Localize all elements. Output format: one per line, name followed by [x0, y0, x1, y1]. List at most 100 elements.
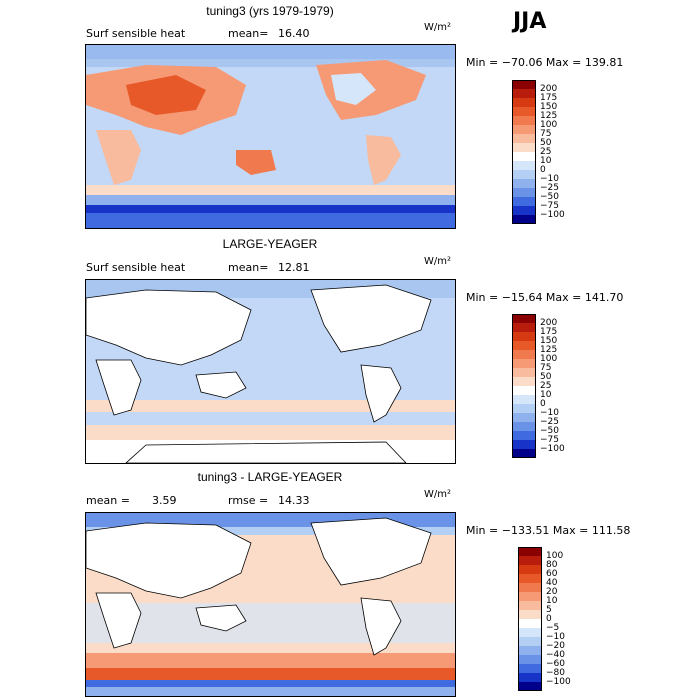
colorbar-swatch: [512, 134, 536, 143]
colorbar-swatch: [518, 637, 542, 646]
colorbar-tick-label: 100: [540, 354, 558, 364]
panel1-title: tuning3 (yrs 1979-1979): [206, 4, 334, 18]
colorbar-tick-label: −25: [540, 183, 559, 193]
colorbar-swatch: [518, 574, 542, 583]
colorbar-tick-label: 175: [540, 327, 558, 337]
panel3-minmax: Min = −133.51 Max = 111.58: [466, 524, 631, 537]
colorbar-swatch: [518, 628, 542, 637]
colorbar-swatch: [518, 610, 542, 619]
colorbar-swatch: [512, 89, 536, 98]
panel3-mean-value: 3.59: [152, 494, 177, 507]
colorbar-tick-label: 10: [540, 156, 552, 166]
panel2-minmax: Min = −15.64 Max = 141.70: [466, 291, 624, 304]
season-label: JJA: [513, 9, 547, 34]
colorbar-tick-label: −75: [540, 201, 559, 211]
colorbar-swatch: [512, 404, 536, 413]
panel2-units: W/m²: [424, 256, 452, 267]
colorbar-tick-label: −50: [540, 426, 559, 436]
panel2-title: LARGE-YEAGER: [222, 237, 318, 251]
colorbar-swatch: [518, 664, 542, 673]
colorbar-swatch: [512, 215, 536, 224]
colorbar-tick-label: −100: [546, 677, 571, 687]
colorbar-tick-label: 25: [540, 147, 552, 157]
colorbar-swatch: [512, 359, 536, 368]
colorbar-tick-label: 125: [540, 111, 558, 121]
colorbar-tick-label: 200: [540, 318, 558, 328]
colorbar-swatch: [512, 413, 536, 422]
colorbar-tick-label: 5: [546, 605, 552, 615]
colorbar-swatch: [518, 556, 542, 565]
panel3-rmse-label: rmse =: [228, 494, 269, 507]
colorbar-tick-label: 75: [540, 129, 552, 139]
colorbar-tick-label: 150: [540, 336, 558, 346]
colorbar-swatch: [512, 125, 536, 134]
colorbar-swatch: [512, 431, 536, 440]
colorbar-swatch: [512, 152, 536, 161]
colorbar-swatch: [512, 170, 536, 179]
colorbar-swatch: [512, 143, 536, 152]
colorbar-tick-label: 0: [546, 614, 552, 624]
colorbar-tick-label: −5: [546, 623, 560, 633]
panel1-map: [85, 44, 456, 229]
colorbar-swatch: [512, 116, 536, 125]
colorbar-swatch: [512, 206, 536, 215]
colorbar-tick-label: 75: [540, 363, 552, 373]
colorbar-tick-label: 100: [546, 551, 564, 561]
panel1-mean-label: mean=: [228, 27, 269, 40]
colorbar-swatch: [512, 449, 536, 458]
colorbar-swatch: [512, 161, 536, 170]
colorbar-swatch: [518, 601, 542, 610]
panel3-mean-label: mean =: [86, 494, 130, 507]
panel3-title: tuning3 - LARGE-YEAGER: [197, 470, 343, 484]
colorbar-swatch: [512, 368, 536, 377]
panel3-rmse-value: 14.33: [278, 494, 310, 507]
colorbar-swatch: [512, 107, 536, 116]
colorbar-swatch: [518, 547, 542, 556]
colorbar-swatch: [512, 440, 536, 449]
colorbar-swatch: [518, 583, 542, 592]
panel2-mean-label: mean=: [228, 261, 269, 274]
colorbar-swatch: [518, 673, 542, 682]
colorbar-swatch: [512, 422, 536, 431]
colorbar-swatch: [512, 80, 536, 89]
colorbar-tick-label: 10: [546, 596, 558, 606]
colorbar-tick-label: −60: [546, 659, 565, 669]
colorbar-swatch: [512, 395, 536, 404]
panel1-units: W/m²: [424, 22, 452, 33]
colorbar-swatch: [518, 565, 542, 574]
colorbar-tick-label: 100: [540, 120, 558, 130]
colorbar-tick-label: 125: [540, 345, 558, 355]
colorbar-tick-label: −20: [546, 641, 565, 651]
panel3-map: [85, 512, 456, 697]
colorbar-swatch: [518, 646, 542, 655]
colorbar-swatch: [518, 682, 542, 691]
colorbar-swatch: [512, 323, 536, 332]
colorbar-tick-label: −25: [540, 417, 559, 427]
colorbar-swatch: [512, 377, 536, 386]
colorbar-tick-label: −80: [546, 668, 565, 678]
colorbar-tick-label: −40: [546, 650, 565, 660]
colorbar-swatch: [512, 188, 536, 197]
colorbar-tick-label: 50: [540, 372, 552, 382]
colorbar-tick-label: 80: [546, 560, 558, 570]
panel2-mean-value: 12.81: [278, 261, 310, 274]
colorbar-swatch: [512, 179, 536, 188]
colorbar-tick-label: 10: [540, 390, 552, 400]
colorbar-tick-label: 60: [546, 569, 558, 579]
colorbar-tick-label: −100: [540, 210, 565, 220]
panel3-units: W/m²: [424, 489, 452, 500]
panel1-variable: Surf sensible heat: [86, 27, 186, 40]
colorbar-swatch: [512, 197, 536, 206]
colorbar-swatch: [512, 350, 536, 359]
colorbar-tick-label: 40: [546, 578, 558, 588]
colorbar-tick-label: −10: [540, 408, 559, 418]
colorbar-tick-label: −10: [546, 632, 565, 642]
colorbar-tick-label: 200: [540, 84, 558, 94]
colorbar-tick-label: 0: [540, 165, 546, 175]
colorbar-tick-label: −10: [540, 174, 559, 184]
panel2-map: [85, 279, 456, 464]
colorbar-tick-label: 175: [540, 93, 558, 103]
panel1-minmax: Min = −70.06 Max = 139.81: [466, 56, 624, 69]
colorbar-tick-label: −100: [540, 444, 565, 454]
colorbar-swatch: [518, 619, 542, 628]
